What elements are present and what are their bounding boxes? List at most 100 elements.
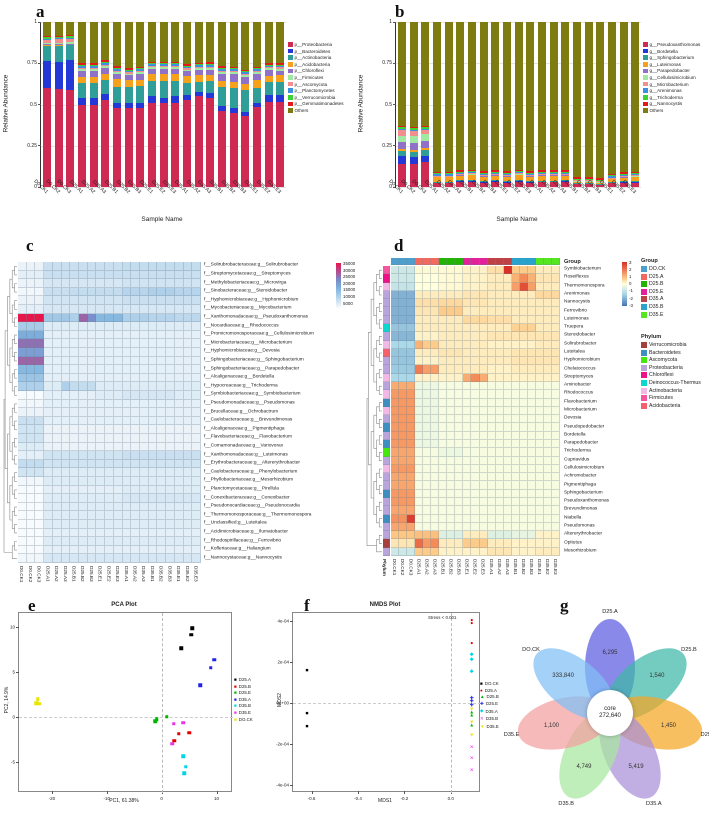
legend-item: ● D25.A bbox=[480, 688, 499, 693]
heatmap-cell bbox=[463, 406, 472, 416]
heatmap-cell bbox=[503, 456, 512, 465]
bar-segment-g__Nannocystis bbox=[619, 172, 628, 174]
heatmap-cell bbox=[479, 423, 488, 432]
heatmap-cell bbox=[487, 415, 496, 424]
legend-item: g__Luteimonas bbox=[643, 62, 700, 67]
bar-segment-g__Pseudoxanthomonas bbox=[502, 181, 511, 187]
bar-segment-p__Proteobacteria bbox=[77, 104, 86, 187]
heatmap-cell bbox=[423, 464, 432, 474]
heatmap-cell bbox=[61, 545, 71, 555]
y-tick-label: 0.25 bbox=[27, 142, 37, 149]
heatmap-cell bbox=[96, 339, 106, 348]
dendrogram-branch bbox=[378, 485, 382, 495]
heatmap-cell bbox=[157, 313, 167, 323]
heatmap-row-label: Nannocystis bbox=[564, 299, 591, 305]
heatmap-cell bbox=[183, 279, 193, 288]
legend-item: g__Parapedobacter bbox=[643, 68, 700, 73]
heatmap-row-label: Bordetella bbox=[564, 432, 586, 438]
heatmap-cell bbox=[527, 547, 536, 556]
heatmap-cell bbox=[18, 270, 27, 280]
heatmap-cell bbox=[423, 522, 432, 532]
bar-segment-p__Bacteroidetes bbox=[182, 94, 191, 100]
bar-segment-p__Acidobacteria bbox=[182, 76, 191, 84]
heatmap-column-label: D25.E3 bbox=[480, 559, 486, 575]
heatmap-cell bbox=[96, 408, 106, 417]
heatmap-cell bbox=[87, 494, 97, 503]
dendrogram-branch bbox=[14, 386, 17, 396]
heatmap-cell bbox=[183, 537, 193, 546]
bar-segment-g__Bordetella bbox=[421, 155, 430, 163]
heatmap-cell bbox=[192, 468, 201, 477]
bar-segment-p__Gemmatimonadetes bbox=[194, 62, 203, 65]
bar-segment-p__Bacteroidetes bbox=[171, 95, 180, 103]
heatmap-cell bbox=[399, 423, 408, 432]
heatmap-cell bbox=[166, 399, 175, 409]
heatmap-cell bbox=[44, 382, 53, 391]
heatmap-cell bbox=[35, 408, 45, 417]
bar-segment-p__Chloroflexi bbox=[66, 43, 75, 45]
bar-segment-g__Trichoderma bbox=[397, 126, 406, 130]
petal-label-D25.B: D25.B bbox=[681, 647, 697, 654]
heatmap-cell bbox=[140, 348, 149, 357]
legend-item: g__Bordetella bbox=[643, 49, 700, 54]
heatmap-cell bbox=[527, 340, 536, 349]
heatmap-cell bbox=[44, 459, 53, 469]
data-point-D25.B: ▲ bbox=[469, 722, 475, 728]
heatmap-cell bbox=[61, 511, 71, 520]
heatmap-cell bbox=[399, 357, 408, 366]
dendrogram-branch bbox=[373, 481, 377, 515]
panel-e-legend: ■ D25.A ■ D25.B ■ D25.E ■ D35.A ■ D35.B ■ D35.E ■ DO.… bbox=[234, 677, 253, 723]
heatmap-cell bbox=[35, 348, 45, 357]
heatmap-row-label: f__Kofleriaceae:g__Haliangium bbox=[204, 546, 271, 552]
heatmap-cell bbox=[439, 497, 448, 507]
heatmap-cell bbox=[391, 539, 400, 548]
heatmap-cell bbox=[87, 382, 97, 391]
heatmap-cell bbox=[105, 305, 114, 314]
data-point-D35.B bbox=[184, 765, 188, 769]
heatmap-cell bbox=[183, 451, 193, 460]
heatmap-cell bbox=[35, 339, 45, 348]
heatmap-row-label: f__Conexibacteraceae:g__Conexibacter bbox=[204, 495, 290, 501]
heatmap-cell bbox=[439, 456, 448, 465]
bar-segment-Others bbox=[42, 22, 51, 36]
heatmap-cell bbox=[26, 313, 36, 323]
heatmap-row-label: f__Rhodospirillaceae:g__Ferrovibrio bbox=[204, 538, 282, 544]
legend-swatch bbox=[288, 81, 293, 87]
data-point-D35.E: ▼ bbox=[469, 732, 475, 739]
heatmap-cell bbox=[183, 425, 193, 434]
legend-item: ◆ D35.A bbox=[480, 708, 499, 714]
bar-segment-p__Chloroflexi bbox=[136, 73, 145, 80]
heatmap-cell bbox=[26, 365, 36, 374]
bar-segment-p__Proteobacteria bbox=[42, 88, 51, 187]
heatmap-cell bbox=[61, 305, 71, 314]
heatmap-cell bbox=[463, 547, 472, 556]
group-annotation-cell bbox=[391, 258, 400, 265]
heatmap-cell bbox=[439, 448, 448, 457]
legend-swatch bbox=[641, 402, 647, 409]
heatmap-column-label: D35.E1 bbox=[176, 566, 182, 582]
bar-segment-Others bbox=[584, 22, 593, 178]
heatmap-cell bbox=[52, 502, 62, 512]
heatmap-cell bbox=[399, 315, 408, 324]
legend-item: Others bbox=[643, 108, 700, 113]
heatmap-cell bbox=[18, 468, 27, 477]
dendrogram-branch bbox=[373, 414, 377, 449]
heatmap-cell bbox=[157, 348, 167, 357]
bar-segment-g__Arenimonas bbox=[397, 129, 406, 130]
bar-segment-g__Cellulosimicrobium bbox=[421, 134, 430, 142]
bar-segment-p__Chloroflexi bbox=[124, 75, 133, 81]
heatmap-cell bbox=[122, 459, 132, 469]
heatmap-cell bbox=[479, 307, 488, 316]
bar-segment-p__Planctomycetes bbox=[217, 68, 226, 71]
heatmap-cell bbox=[535, 282, 544, 291]
heatmap-cell bbox=[527, 456, 536, 465]
heatmap-cell bbox=[471, 398, 480, 407]
heatmap-cell bbox=[44, 545, 53, 555]
heatmap-cell bbox=[479, 448, 488, 457]
x-tick-mark bbox=[216, 791, 218, 794]
group-annotation-cell bbox=[399, 258, 408, 265]
heatmap-cell bbox=[511, 357, 520, 366]
bar-segment-p__Firmicutes bbox=[42, 43, 51, 45]
heatmap-cell bbox=[447, 547, 456, 556]
bar-segment-g__Arenimonas bbox=[572, 179, 581, 181]
